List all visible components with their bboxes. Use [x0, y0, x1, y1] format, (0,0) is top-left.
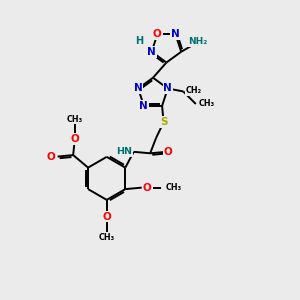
Text: O: O: [102, 212, 111, 222]
Text: N: N: [164, 83, 172, 94]
Text: O: O: [153, 29, 162, 39]
Text: O: O: [164, 147, 172, 157]
Text: O: O: [46, 152, 55, 162]
Text: N: N: [171, 29, 180, 39]
Text: CH₃: CH₃: [99, 233, 115, 242]
Text: S: S: [160, 117, 167, 127]
Text: O: O: [70, 134, 79, 144]
Text: CH₃: CH₃: [166, 183, 182, 192]
Text: H: H: [135, 36, 143, 46]
Text: N: N: [134, 83, 142, 94]
Text: O: O: [143, 183, 152, 193]
Text: N: N: [140, 101, 148, 111]
Text: NH₂: NH₂: [188, 37, 207, 46]
Text: N: N: [147, 47, 156, 57]
Text: CH₂: CH₂: [186, 86, 202, 95]
Text: CH₃: CH₃: [199, 100, 215, 109]
Text: HN: HN: [116, 147, 132, 156]
Text: CH₃: CH₃: [67, 115, 83, 124]
